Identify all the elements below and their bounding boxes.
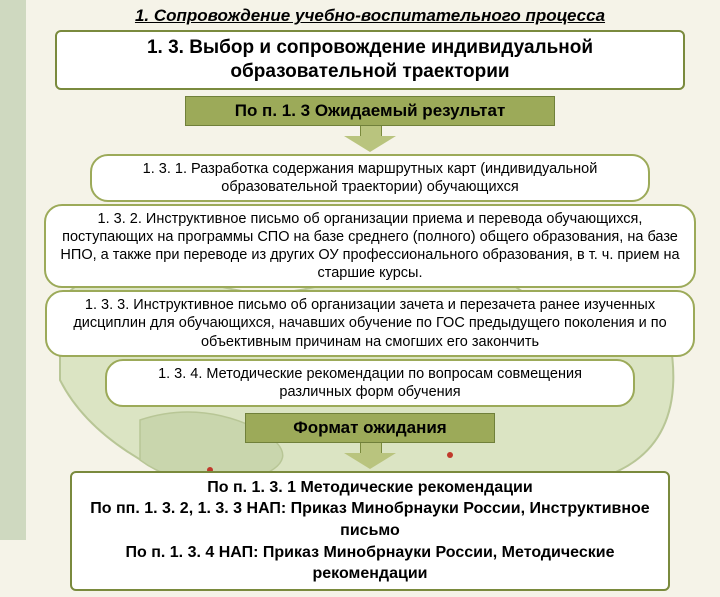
- expected-result-label: По п. 1. 3 Ожидаемый результат: [185, 96, 555, 126]
- format-box: По п. 1. 3. 1 Методические рекомендации …: [70, 471, 670, 591]
- format-line-3: По п. 1. 3. 4 НАП: Приказ Минобрнауки Ро…: [82, 542, 658, 585]
- supertitle: 1. Сопровождение учебно-воспитательного …: [42, 6, 698, 26]
- format-line-2: По пп. 1. 3. 2, 1. 3. 3 НАП: Приказ Мино…: [82, 498, 658, 541]
- format-label: Формат ожидания: [245, 413, 495, 443]
- diagram-content: 1. Сопровождение учебно-воспитательного …: [0, 0, 720, 597]
- item-1-3-3: 1. 3. 3. Инструктивное письмо об организ…: [45, 290, 695, 356]
- item-1-3-1: 1. 3. 1. Разработка содержания маршрутны…: [90, 154, 650, 202]
- expected-result-text: По п. 1. 3 Ожидаемый результат: [194, 101, 546, 121]
- subtitle-text: 1. 3. Выбор и сопровождение индивидуальн…: [67, 36, 673, 84]
- format-line-1: По п. 1. 3. 1 Методические рекомендации: [82, 477, 658, 499]
- format-label-text: Формат ожидания: [254, 418, 486, 438]
- subtitle-box: 1. 3. Выбор и сопровождение индивидуальн…: [55, 30, 685, 90]
- item-1-3-4: 1. 3. 4. Методические рекомендации по во…: [105, 359, 635, 407]
- item-1-3-2: 1. 3. 2. Инструктивное письмо об организ…: [44, 204, 696, 289]
- arrow-1: [42, 126, 698, 152]
- arrow-2: [42, 443, 698, 469]
